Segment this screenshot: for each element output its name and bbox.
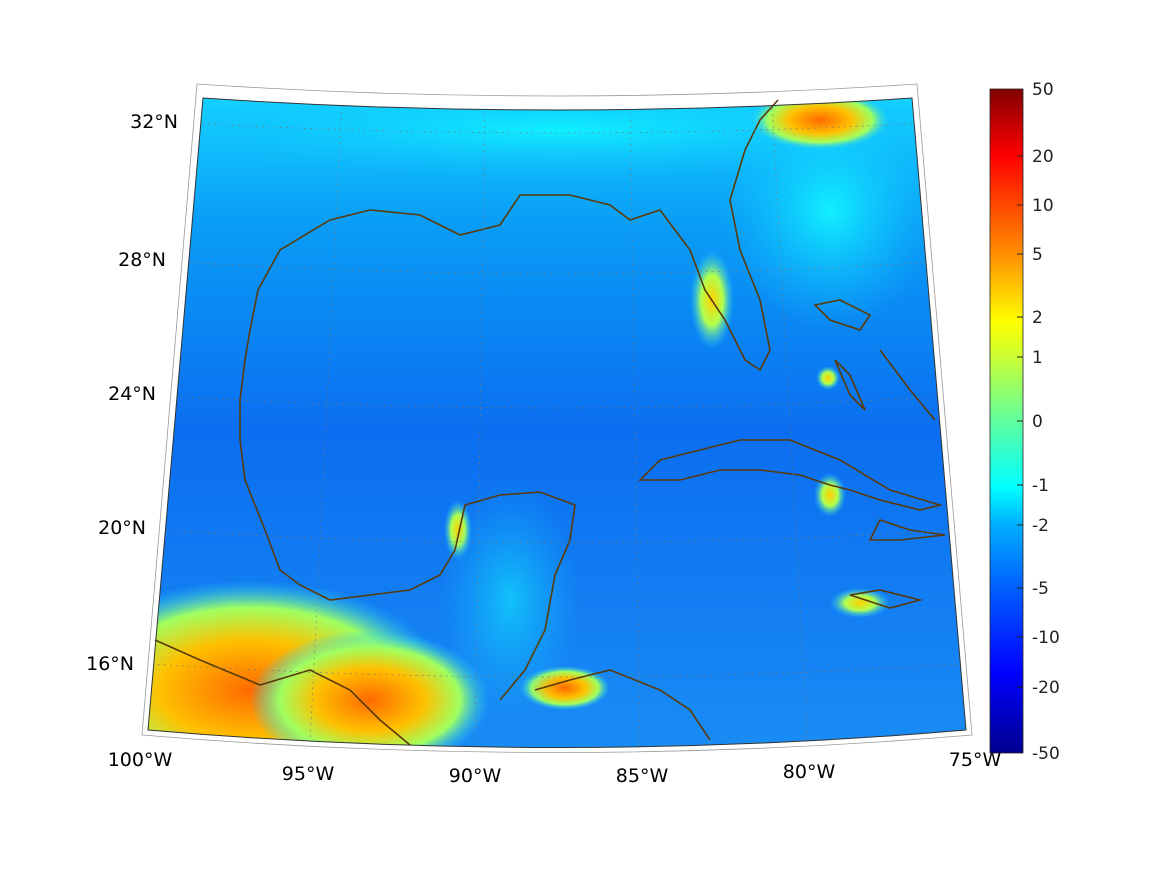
lon-label: 80°W bbox=[783, 761, 836, 783]
colorbar-tick-label: 5 bbox=[1032, 245, 1043, 265]
latitude-labels: 32°N 28°N 24°N 20°N 16°N bbox=[86, 111, 178, 675]
lat-label: 28°N bbox=[118, 249, 166, 271]
lon-label: 85°W bbox=[616, 765, 669, 787]
lon-label: 95°W bbox=[282, 763, 335, 785]
lon-label: 90°W bbox=[449, 765, 502, 787]
colorbar-tick-label: 20 bbox=[1032, 147, 1054, 167]
map-outer-frame bbox=[141, 83, 973, 753]
lon-label: 100°W bbox=[108, 749, 173, 771]
colorbar-tick-label: -2 bbox=[1032, 516, 1049, 536]
lon-label: 75°W bbox=[949, 749, 1002, 771]
colorbar-tick-label: -5 bbox=[1032, 579, 1049, 599]
coastline bbox=[154, 99, 946, 746]
longitude-labels: 100°W 95°W 90°W 85°W 80°W 75°W bbox=[108, 749, 1002, 787]
colorbar-tick-label: 10 bbox=[1032, 196, 1054, 216]
colorbar-tick-label: 0 bbox=[1032, 412, 1043, 432]
lat-label: 20°N bbox=[98, 517, 146, 539]
lat-label: 16°N bbox=[86, 653, 134, 675]
colorbar-tick-label: 1 bbox=[1032, 348, 1043, 368]
colorbar-tick-label: -1 bbox=[1032, 476, 1049, 496]
lat-label: 24°N bbox=[108, 383, 156, 405]
colorbar-tick-label: -10 bbox=[1032, 628, 1060, 648]
colorbar-tick-label: 2 bbox=[1032, 308, 1043, 328]
colorbar-tick-label: 50 bbox=[1032, 80, 1054, 100]
anomaly-field bbox=[148, 98, 966, 748]
map-frame bbox=[147, 97, 967, 748]
lat-label: 32°N bbox=[130, 111, 178, 133]
graticule bbox=[151, 99, 966, 748]
colorbar-tick-label: -20 bbox=[1032, 678, 1060, 698]
colorbar-tick-label: -50 bbox=[1032, 744, 1060, 764]
